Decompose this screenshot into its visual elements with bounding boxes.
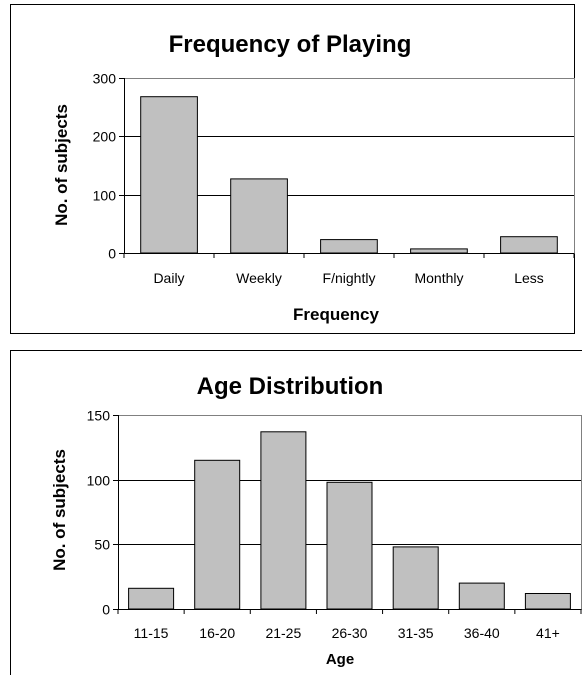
y-tick-label: 50 [94,537,110,553]
x-tick-label: 21-25 [265,625,301,641]
plot-area: 0 100 200 300 Daily Weekly F/nightly Monthly Les… [93,71,575,286]
chart-title: Age Distribution [197,373,384,400]
x-tick-label: Monthly [414,270,463,286]
x-tick-label: 16-20 [199,625,235,641]
x-tick-label: 26-30 [332,625,368,641]
bar-41- [524,593,571,610]
y-tick-label: 200 [93,129,117,145]
bar-less [500,236,558,254]
x-tick-label: F/nightly [323,270,376,286]
bar-daily [140,96,198,254]
chart-age: Age Distribution Age No. of subjects 0 50… [10,350,582,675]
bar-f-nightly [320,239,378,254]
y-tick-label: 300 [93,71,117,87]
bar-11-15 [128,587,175,610]
bar-16-20 [194,459,241,610]
y-tick-label: 100 [87,473,111,489]
y-tick-label: 100 [93,188,117,204]
chart-frequency: Frequency of Playing Frequency No. of su… [10,4,575,334]
y-tick-label: 0 [108,246,116,262]
y-tick-label: 0 [102,602,110,618]
x-tick-label: 31-35 [398,625,434,641]
plot-background [124,78,575,254]
chart-title: Frequency of Playing [169,31,412,58]
x-axis-title: Age [326,651,354,668]
bar-31-35 [392,546,439,610]
bar-36-40 [458,582,505,610]
x-tick-label: Less [514,270,544,286]
y-axis-title: No. of subjects [50,449,69,571]
x-tick-label: 11-15 [134,625,169,641]
bar-weekly [230,178,288,254]
x-tick-label: 36-40 [464,625,500,641]
plot-area: 0 50 100 150 11-15 16-20 21-25 26-30 31-35 36-40 4… [87,408,582,641]
y-tick-label: 150 [87,408,111,424]
x-axis-title: Frequency [293,305,380,324]
x-tick-label: Daily [153,270,184,286]
bar-26-30 [326,481,373,610]
x-tick-label: 41+ [536,625,560,641]
bar-21-25 [260,431,307,610]
y-axis-title: No. of subjects [52,104,71,226]
x-tick-label: Weekly [236,270,282,286]
bar-monthly [410,248,468,254]
